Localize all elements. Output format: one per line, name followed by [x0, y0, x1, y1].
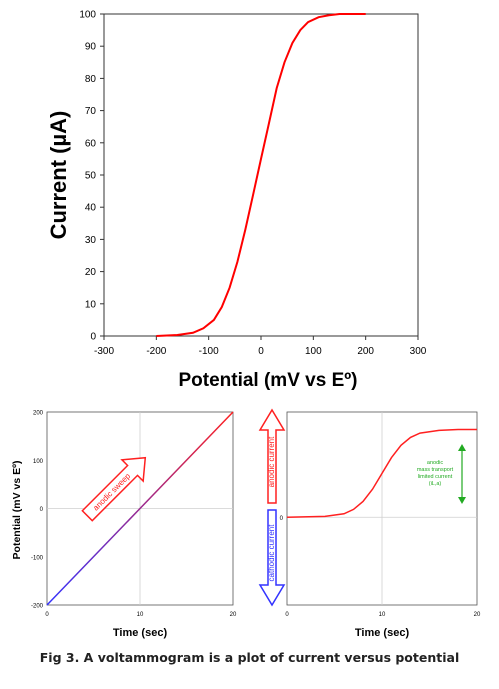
c2-y-tick-label: 100	[33, 459, 44, 465]
voltammogram-chart: 0 10 20 30 40 50 60 70 80 90 100 -300 -200 -100 0 100 2…	[46, 10, 427, 392]
c1-x-tick-label: -300	[94, 346, 114, 357]
c1-x-tick-label: 0	[258, 346, 264, 357]
c1-y-tick-label: 60	[85, 138, 97, 149]
c1-y-tick-label: 30	[85, 235, 97, 246]
c1-y-tick-label: 90	[85, 42, 97, 53]
c1-x-axis-label: Potential (mV vs Eº)	[178, 370, 357, 391]
cathodic-current-label: cathodic current	[267, 524, 276, 582]
anodic-current-label: anodic current	[267, 436, 276, 487]
c1-y-tick-label: 80	[85, 74, 97, 85]
c1-y-tick-label: 50	[85, 171, 97, 182]
c1-y-tick-label: 70	[85, 106, 97, 117]
anodic-sweep-label: anodic sweep	[91, 471, 132, 512]
c3-x-axis-label: Time (sec)	[355, 627, 410, 639]
c1-y-tick-label: 20	[85, 267, 97, 278]
c2-x-tick-label: 10	[137, 612, 144, 618]
c2-x-tick-label: 20	[230, 612, 237, 618]
c2-y-tick-label: -100	[31, 555, 44, 561]
c2-y-axis-label: Potential (mV vs Eº)	[11, 461, 23, 560]
limited-current-label: anodic mass transport limited current (iL,a…	[417, 460, 454, 487]
anodic-current-arrow	[258, 408, 286, 504]
c2-y-tick-label: -200	[31, 604, 44, 610]
current-time-chart: 0 0 10 20 anodic mass transport limited curr…	[280, 411, 481, 639]
c2-y-tick-label: 0	[40, 507, 44, 513]
cathodic-current-arrow	[258, 509, 286, 607]
c1-x-tick-label: 200	[357, 346, 374, 357]
figure-caption: Fig 3. A voltammogram is a plot of curre…	[39, 650, 460, 665]
c3-series-line	[286, 428, 477, 519]
c1-x-tick-label: -200	[146, 346, 166, 357]
c1-series-line	[156, 13, 366, 337]
c2-y-tick-label: 200	[33, 411, 44, 417]
c3-y-tick-label: 0	[280, 516, 284, 522]
c3-x-tick-label: 10	[379, 612, 386, 618]
c1-x-tick-label: 100	[305, 346, 322, 357]
c1-y-tick-label: 10	[85, 299, 97, 310]
c1-x-tick-label: -100	[199, 346, 219, 357]
c3-x-tick-label: 20	[474, 612, 481, 618]
c1-y-tick-label: 0	[90, 332, 96, 343]
anodic-sweep-arrow: anodic sweep	[81, 456, 147, 522]
c2-series-ramp	[46, 411, 234, 606]
c1-y-tick-label: 40	[85, 203, 97, 214]
potential-time-chart: -200 -100 0 100 200 0 10 20 anodic sweep Poten…	[11, 411, 237, 640]
c2-x-axis-label: Time (sec)	[113, 627, 168, 639]
c1-y-axis-label: Current (µA)	[46, 111, 71, 240]
c1-plot-frame	[103, 13, 419, 337]
c1-y-tick-label: 100	[79, 10, 96, 21]
c1-x-tick-label: 300	[410, 346, 427, 357]
current-direction-arrows: anodic current cathodic current	[258, 408, 286, 607]
c2-x-tick-label: 0	[45, 612, 49, 618]
c3-x-tick-label: 0	[285, 612, 289, 618]
limited-current-arrow	[458, 444, 466, 504]
